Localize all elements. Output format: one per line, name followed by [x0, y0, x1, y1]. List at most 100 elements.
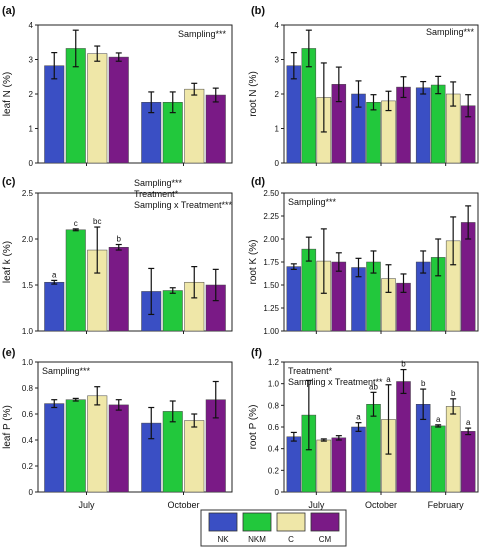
significance-letter: a: [52, 270, 57, 279]
y-tick-label: 1.50: [263, 281, 279, 290]
bar-C-October: [184, 420, 205, 493]
panel-label: (b): [251, 5, 265, 17]
y-tick-label: 0: [29, 488, 34, 497]
y-tick-label: 2.25: [263, 212, 279, 221]
panel-c: 1.0 1.5 2.0 2.5 leaf k (%) (c) Sampling***Trea…: [2, 176, 233, 336]
plot-frame: [37, 192, 233, 332]
legend-swatch-CM: [310, 512, 340, 532]
panel-b: 0 1 2 3 4 root N (%) (b) Sampling***: [248, 5, 479, 168]
legend-label: NKM: [248, 535, 266, 544]
bar-NK-February: [415, 87, 431, 164]
y-tick-label: 0.6: [268, 423, 280, 432]
bar-NK-July: [44, 403, 65, 493]
x-tick-label: July: [308, 500, 325, 510]
panel-d: 1.00 1.25 1.50 1.75 2.00 2.25 2.50 root K (%) (d…: [248, 176, 479, 336]
y-tick-label: 2.0: [22, 235, 34, 244]
significance-letter: ab: [369, 382, 378, 391]
y-tick-label: 3: [29, 56, 34, 65]
plot-frame: [37, 361, 233, 493]
panel-label: (e): [2, 347, 16, 359]
bar-NKM-February: [430, 84, 446, 164]
significance-letter: b: [451, 389, 456, 398]
panel-a: 0 1 2 3 4 leaf N (%) (a) Sampling***: [2, 5, 233, 168]
bar-CM-July: [108, 247, 129, 332]
bar-CM-October: [396, 86, 411, 164]
legend-label: NK: [217, 535, 229, 544]
bar-NK-July: [286, 266, 302, 332]
legend-swatch-C: [276, 512, 306, 532]
annotation-text: Sampling x Treatment***: [134, 200, 233, 210]
annotation-text: Sampling***: [426, 27, 475, 37]
y-tick-label: 1.5: [22, 281, 34, 290]
bar-CM-July: [331, 261, 347, 332]
bar-NK-July: [44, 65, 65, 164]
bar-CM-February: [460, 431, 476, 493]
bar-NK-July: [286, 436, 302, 493]
bar-CM-July: [108, 404, 129, 493]
panel-e: 0 0.2 0.4 0.6 0.8 1.0 leaf P (%) (e) Sampling***…: [2, 347, 233, 510]
y-axis-label: root N (%): [248, 71, 259, 117]
x-tick-label: October: [365, 500, 397, 510]
bar-CM-October: [396, 381, 411, 493]
y-tick-label: 4: [29, 21, 34, 30]
y-tick-label: 0.8: [268, 401, 280, 410]
legend-swatch-NK: [208, 512, 238, 532]
y-tick-label: 2.5: [22, 189, 34, 198]
legend: NK NKM C CM: [200, 509, 347, 547]
y-tick-label: 4: [275, 21, 280, 30]
bar-C-July: [87, 53, 108, 164]
bar-CM-July: [108, 56, 129, 164]
y-tick-label: 0: [275, 159, 280, 168]
x-tick-label: October: [167, 500, 199, 510]
legend-label: C: [288, 535, 294, 544]
y-tick-label: 0.4: [22, 436, 34, 445]
bar-NKM-October: [162, 411, 183, 493]
y-tick-label: 1: [29, 125, 34, 134]
y-tick-label: 0.6: [22, 410, 34, 419]
panel-f: 0 0.2 0.4 0.6 0.8 1.0 1.2 root P (%) (f) Treatmen…: [248, 347, 479, 510]
bar-NKM-October: [162, 290, 183, 332]
y-axis-label: leaf P (%): [2, 405, 13, 449]
y-tick-label: 1.2: [268, 358, 280, 367]
y-tick-label: 0: [275, 488, 280, 497]
panel-label: (c): [2, 176, 16, 188]
bar-CM-October: [205, 94, 226, 164]
annotation-text: Treatment*: [288, 366, 333, 376]
y-tick-label: 1: [275, 125, 280, 134]
significance-letter: a: [356, 413, 361, 422]
y-axis-label: leaf N (%): [2, 72, 13, 116]
y-tick-label: 2: [275, 90, 280, 99]
y-tick-label: 1.0: [22, 327, 34, 336]
significance-letter: c: [74, 219, 78, 228]
annotation-text: Treatment*: [134, 189, 179, 199]
bar-NKM-July: [65, 229, 86, 332]
panel-label: (f): [251, 347, 262, 359]
significance-letter: b: [421, 379, 426, 388]
significance-letter: b: [401, 360, 406, 369]
bar-C-October: [184, 88, 205, 164]
annotation-text: Sampling***: [178, 29, 227, 39]
y-tick-label: 1.75: [263, 258, 279, 267]
significance-letter: bc: [93, 217, 101, 226]
annotation-text: Sampling x Treatment**: [288, 377, 383, 387]
significance-letter: b: [117, 235, 122, 244]
y-tick-label: 1.0: [268, 380, 280, 389]
bar-C-July: [316, 439, 332, 493]
y-axis-label: leaf k (%): [2, 241, 13, 283]
significance-letter: a: [466, 418, 471, 427]
bar-C-February: [445, 406, 461, 493]
bar-NK-October: [351, 426, 366, 493]
x-tick-label: February: [428, 500, 465, 510]
significance-letter: a: [436, 415, 441, 424]
bar-NKM-October: [366, 404, 381, 493]
bar-NKM-February: [430, 425, 446, 493]
panel-label: (a): [2, 5, 16, 17]
y-tick-label: 1.25: [263, 304, 279, 313]
bar-CM-July: [331, 437, 347, 493]
y-tick-label: 3: [275, 56, 280, 65]
y-tick-label: 2: [29, 90, 34, 99]
legend-label: CM: [319, 535, 332, 544]
significance-letter: a: [386, 375, 391, 384]
annotation-text: Sampling***: [134, 178, 183, 188]
